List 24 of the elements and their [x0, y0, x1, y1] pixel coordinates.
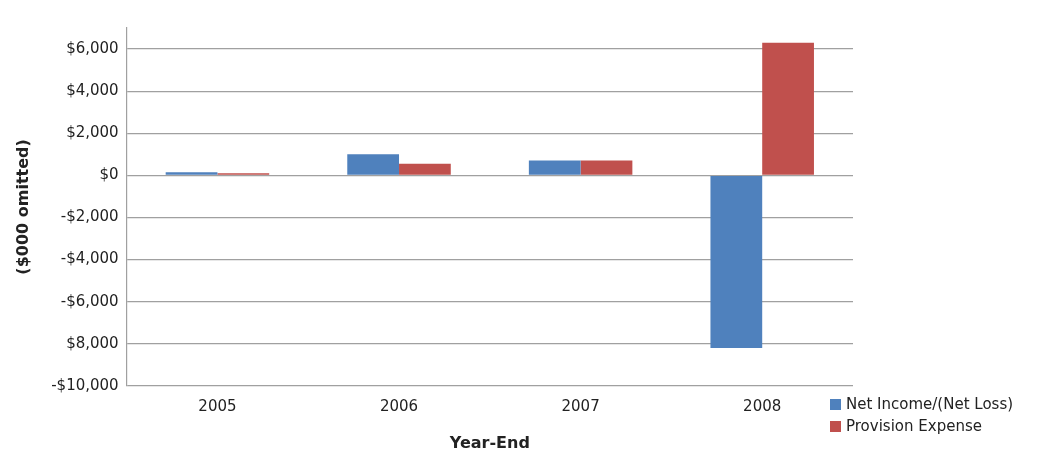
legend-label: Net Income/(Net Loss)	[846, 395, 1014, 414]
y-axis-title: ($000 omitted)	[12, 139, 32, 275]
bar	[528, 160, 581, 175]
bar	[165, 172, 218, 175]
bar	[580, 160, 633, 175]
bar	[399, 163, 451, 175]
y-tick-label: -$4,000	[60, 249, 119, 268]
y-tick-label: -$6,000	[60, 291, 119, 310]
x-axis-title: Year-End	[448, 432, 530, 452]
bar	[710, 175, 763, 348]
y-tick-label: -$2,000	[60, 207, 119, 226]
y-tick-label: $8,000	[66, 333, 119, 352]
y-tick-label: $4,000	[66, 81, 119, 100]
y-tick-label: $6,000	[66, 38, 119, 57]
x-tick-label: 2007	[561, 396, 600, 415]
y-tick-label: $2,000	[66, 123, 119, 142]
y-tick-label: -$10,000	[51, 375, 119, 394]
bar	[762, 42, 814, 175]
x-tick-label: 2006	[379, 396, 419, 415]
bar	[347, 154, 400, 175]
x-tick-label: 2005	[198, 396, 237, 415]
y-tick-label: $0	[99, 165, 119, 184]
legend-label: Provision Expense	[846, 417, 982, 436]
x-tick-label: 2008	[743, 396, 782, 415]
